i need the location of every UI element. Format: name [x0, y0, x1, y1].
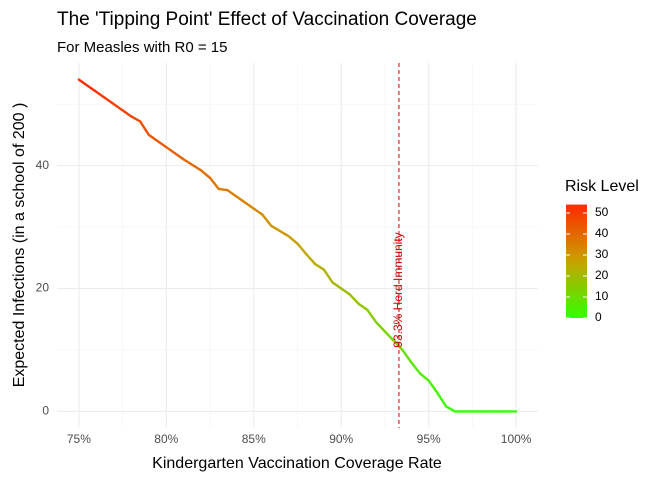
line-segment [348, 293, 360, 306]
line-segment [217, 187, 229, 192]
chart-subtitle: For Measles with R0 = 15 [57, 39, 228, 56]
reference-label: 93.3% Herd Immunity [391, 232, 405, 347]
line-segment [436, 391, 448, 408]
y-tick-label: 0 [42, 404, 49, 418]
line-segment [130, 115, 142, 123]
line-segment [182, 158, 203, 172]
line-segment [392, 339, 404, 352]
line-segment [147, 133, 168, 149]
x-tick-label: 80% [154, 432, 178, 446]
line-segment [401, 348, 413, 364]
legend-tick-label: 50 [595, 205, 609, 219]
line-segment [427, 379, 439, 395]
line-segment [313, 262, 325, 271]
line-segment [375, 321, 387, 333]
line-segment [366, 308, 378, 324]
line-segment [357, 302, 369, 312]
legend-tick-label: 10 [595, 289, 609, 303]
legend-title: Risk Level [565, 178, 639, 195]
x-tick-label: 85% [242, 432, 266, 446]
line-segment [138, 120, 151, 137]
line-segment [331, 281, 343, 290]
x-tick-label: 100% [501, 432, 532, 446]
line-segment [235, 195, 255, 210]
legend-tick-label: 0 [595, 310, 602, 324]
y-axis-title: Expected Infections (in a school of 200 … [11, 103, 28, 388]
line-segment [340, 287, 352, 296]
legend-tick-label: 30 [595, 247, 609, 261]
line-segment [409, 361, 422, 375]
line-segment [383, 330, 395, 342]
line-segment [305, 252, 317, 266]
line-segment [444, 405, 457, 413]
line-segment [200, 169, 212, 180]
x-tick-label: 90% [329, 432, 353, 446]
legend-colorbar [566, 204, 587, 318]
line-segment [418, 372, 430, 382]
line-segment [77, 78, 98, 94]
line-segment [208, 176, 220, 191]
line-segment [165, 145, 186, 161]
chart-title: The 'Tipping Point' Effect of Vaccinatio… [57, 9, 477, 30]
line-segment [322, 268, 334, 284]
y-tick-label: 40 [36, 158, 50, 172]
legend-tick-label: 40 [595, 226, 609, 240]
line-segment [95, 90, 116, 106]
x-tick-label: 95% [417, 432, 441, 446]
x-axis-title: Kindergarten Vaccination Coverage Rate [152, 455, 442, 472]
line-segment [270, 224, 290, 238]
line-segment [252, 207, 264, 216]
line-segment [287, 235, 299, 245]
line-segment [112, 102, 133, 118]
line-segment [261, 213, 273, 228]
line-segment [296, 242, 308, 256]
legend-tick-label: 20 [595, 268, 609, 282]
y-tick-label: 20 [36, 281, 50, 295]
line-segment [226, 188, 238, 198]
x-tick-label: 75% [67, 432, 91, 446]
